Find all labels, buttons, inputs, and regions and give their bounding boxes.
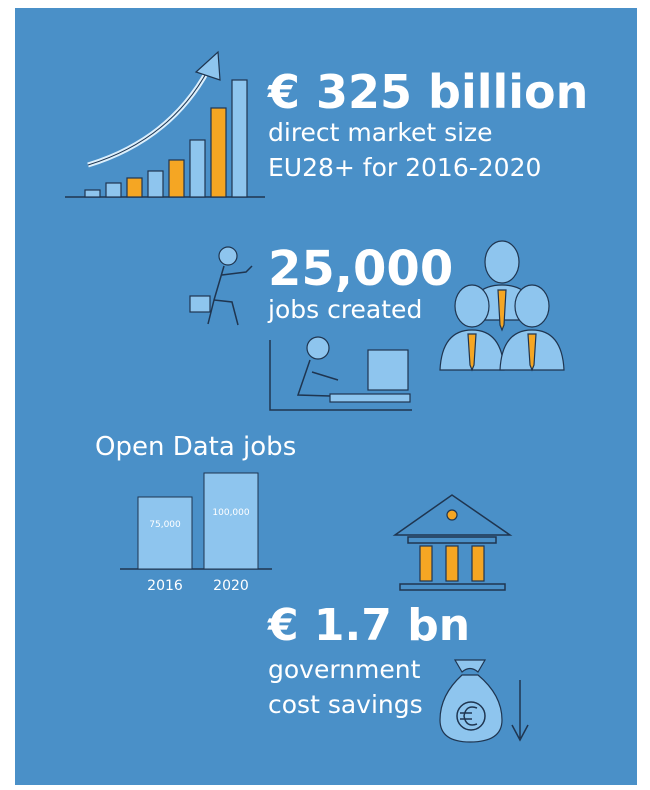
x-tick-label: 2016 [147,578,183,594]
growth-icon [65,50,265,198]
caption: direct market size [268,118,493,147]
desk-icon [269,336,412,411]
jobs-chart: 75,000 2016 100,000 2020 [137,472,259,594]
caption: cost savings [268,690,423,719]
bar [137,496,193,570]
bank-icon [392,494,513,591]
bar-value-label: 100,000 [212,508,249,518]
caption: jobs created [267,295,422,324]
headline: € 1.7 bn [267,600,470,651]
headline: € 325 billion [267,65,588,119]
bar-value-label: 75,000 [149,520,181,530]
headline: 25,000 [268,241,453,297]
x-tick-label: 2020 [213,578,249,594]
chart-title: Open Data jobs [95,432,296,462]
people-icon [439,240,565,372]
caption: government [268,655,421,684]
money-bag-icon [439,659,529,743]
bar [203,472,259,570]
caption: EU28+ for 2016-2020 [268,153,541,182]
walker-icon [189,246,253,326]
